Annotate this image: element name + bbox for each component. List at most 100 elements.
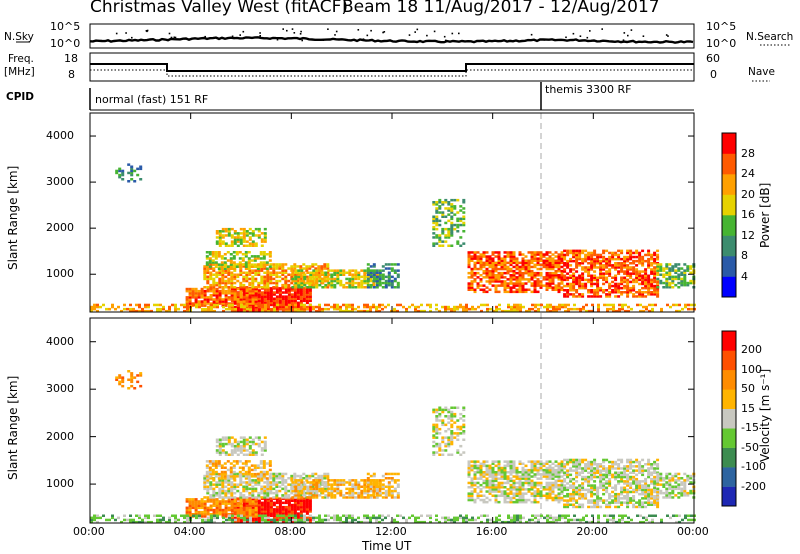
power-cell [482,253,486,256]
velocity-cell [214,464,218,467]
power-cell [495,305,498,309]
velocity-cell [518,477,522,480]
power-cell [229,267,233,270]
power-cell [435,221,439,225]
velocity-cell [563,503,567,506]
velocity-cell [281,479,285,482]
velocity-cell [563,463,567,466]
velocity-cell [360,485,364,488]
power-cell [557,267,561,271]
power-cell [566,259,570,263]
power-cell [241,253,245,256]
power-cell [635,268,639,271]
power-cell [512,286,516,289]
power-cell [375,273,379,276]
power-cell [518,288,522,291]
power-cell [326,271,330,274]
noise-search-dot [543,39,546,41]
velocity-cell [515,494,519,497]
velocity-cell [209,481,213,484]
power-cell [620,286,624,290]
velocity-cell [260,447,264,450]
velocity-cell [248,502,252,505]
power-cell [215,294,219,297]
power-cell [363,303,366,307]
power-cell [209,298,213,301]
power-cell [578,262,582,265]
power-cell [248,244,252,247]
power-cell [554,269,558,273]
velocity-cell [324,489,328,493]
velocity-cell [245,481,249,484]
velocity-cell [533,492,537,495]
power-cell [330,279,334,283]
power-cell [621,305,624,309]
velocity-cell [284,479,288,482]
power-cell [626,295,630,298]
power-cell [635,295,639,298]
velocity-cell [348,483,352,486]
power-cell [300,303,303,307]
power-cell [563,295,567,298]
velocity-cell [278,505,282,509]
power-cell [242,283,246,287]
velocity-cell [263,501,267,505]
velocity-cell [524,464,528,468]
velocity-cell [369,474,373,478]
velocity-cell [435,432,439,435]
velocity-cell [293,503,297,507]
velocity-cell [299,499,303,502]
power-cell [572,284,576,288]
velocity-cell [479,464,483,468]
velocity-cell [262,466,266,469]
power-cell [348,273,352,276]
power-cell [269,271,273,274]
power-cell [218,265,222,268]
velocity-cell [318,485,322,488]
power-cell [205,255,209,258]
power-cell [308,289,312,292]
power-cell [315,275,319,279]
velocity-cell [227,508,231,512]
power-cell [503,267,507,271]
power-cell [354,307,357,311]
power-cell [276,309,279,313]
velocity-cell [200,500,204,503]
power-cell [238,257,242,260]
power-cell [569,274,573,277]
power-cell [450,244,454,247]
power-cell [306,307,309,311]
power-cell [351,305,354,309]
power-cell [281,263,285,266]
power-cell [494,267,498,271]
velocity-cell [239,444,243,448]
power-cell [551,278,555,281]
power-cell [417,305,420,309]
power-cell [525,309,528,313]
velocity-cell [381,479,385,482]
velocity-cell [554,460,558,463]
velocity-cell [575,486,579,489]
power-cell [557,286,561,289]
velocity-cell [308,503,312,507]
velocity-cell [524,498,528,502]
noise-search-dot [322,39,325,41]
power-cell [254,307,258,311]
power-cell [257,305,261,309]
velocity-cell [351,496,355,499]
power-cell [474,307,477,311]
velocity-cell [488,466,492,470]
power-cell [192,303,195,307]
power-cell [459,305,462,309]
velocity-cell [272,512,276,515]
velocity-cell [450,415,454,418]
velocity-cell [476,496,480,500]
power-cell [677,275,681,279]
power-cell [366,279,370,283]
power-cell [456,223,460,227]
power-cell [560,274,564,277]
velocity-cell [221,451,225,454]
velocity-cell [575,492,579,496]
velocity-cell [563,505,567,509]
power-cell [230,289,234,293]
